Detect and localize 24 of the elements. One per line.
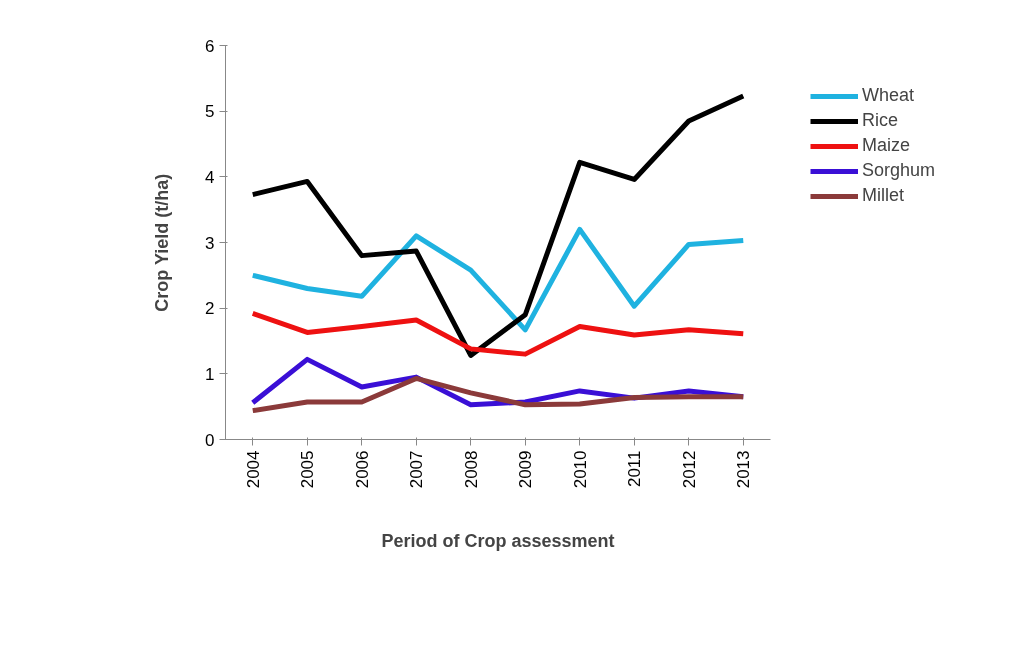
x-tick-label: 2008 bbox=[461, 450, 481, 489]
x-tick-label: 2005 bbox=[298, 450, 318, 489]
y-axis-title: Crop Yield (t/ha) bbox=[152, 173, 173, 312]
legend-label: Millet bbox=[862, 185, 905, 206]
x-tick-label: 2012 bbox=[679, 450, 699, 489]
y-tick-label: 0 bbox=[205, 430, 215, 450]
legend-label: Wheat bbox=[862, 85, 915, 106]
x-tick-label: 2010 bbox=[570, 450, 590, 489]
y-tick-label: 3 bbox=[205, 233, 215, 253]
y-tick-label: 5 bbox=[205, 102, 215, 122]
x-tick-label: 2007 bbox=[407, 450, 427, 489]
x-tick-label: 2004 bbox=[243, 450, 263, 489]
x-tick-label: 2006 bbox=[352, 450, 372, 489]
x-tick-label: 2009 bbox=[516, 450, 536, 489]
legend-label: Sorghum bbox=[862, 160, 936, 181]
x-axis-title: Period of Crop assessment bbox=[381, 531, 615, 552]
x-tick-label: 2013 bbox=[734, 450, 754, 489]
y-tick-label: 2 bbox=[205, 299, 215, 319]
y-tick-label: 6 bbox=[205, 36, 215, 56]
x-tick-label: 2011 bbox=[625, 450, 645, 488]
y-tick-label: 4 bbox=[205, 167, 215, 187]
legend-label: Rice bbox=[862, 110, 899, 131]
legend-label: Maize bbox=[862, 135, 911, 156]
y-tick-label: 1 bbox=[205, 364, 215, 384]
